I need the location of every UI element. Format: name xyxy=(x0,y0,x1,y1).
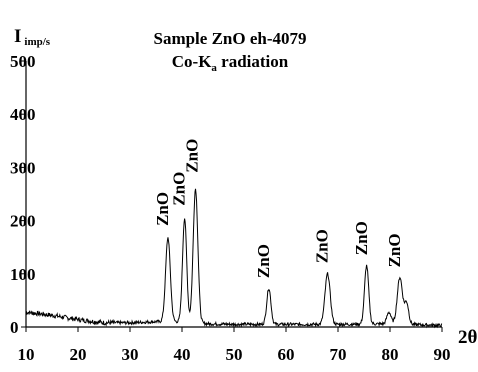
peak-label: ZnO xyxy=(385,233,404,267)
x-axis-label: 2θ xyxy=(458,327,478,348)
peak-label: ZnO xyxy=(254,244,273,278)
peak-label: ZnO xyxy=(153,192,172,226)
x-tick-label: 30 xyxy=(122,345,139,364)
peak-label: ZnO xyxy=(313,229,332,263)
diffraction-line xyxy=(25,188,443,329)
tick-labels: 10 20 30 40 50 60 70 80 90 0 100 200 300 400 500 xyxy=(10,52,451,364)
y-tick-label: 500 xyxy=(10,52,36,71)
x-tick-label: 70 xyxy=(330,345,347,364)
x-tick-label: 80 xyxy=(382,345,399,364)
x-tick-label: 50 xyxy=(226,345,243,364)
x-tick-label: 90 xyxy=(434,345,451,364)
subtitle-tail: radiation xyxy=(217,52,289,71)
y-tick-label: 0 xyxy=(10,318,19,337)
x-tick-label: 20 xyxy=(70,345,87,364)
axes xyxy=(21,60,443,332)
peak-label: ZnO xyxy=(352,221,371,255)
y-tick-label: 200 xyxy=(10,212,36,231)
x-tick-label: 10 xyxy=(18,345,35,364)
x-tick-label: 40 xyxy=(174,345,191,364)
peak-label: ZnO xyxy=(170,172,189,206)
y-label-subscript: imp/s xyxy=(24,36,50,48)
peak-label: ZnO xyxy=(183,139,202,173)
y-tick-label: 100 xyxy=(10,265,36,284)
y-tick-label: 300 xyxy=(10,158,36,177)
y-tick-label: 400 xyxy=(10,105,36,124)
subtitle-main: Co-K xyxy=(172,52,212,71)
y-label-main: I xyxy=(14,26,21,47)
chart-title: Sample ZnO eh-4079 xyxy=(153,29,306,48)
chart-subtitle: Co-Ka radiation xyxy=(172,52,289,74)
subtitle-subscript: a xyxy=(211,62,217,74)
x-tick-label: 60 xyxy=(278,345,295,364)
